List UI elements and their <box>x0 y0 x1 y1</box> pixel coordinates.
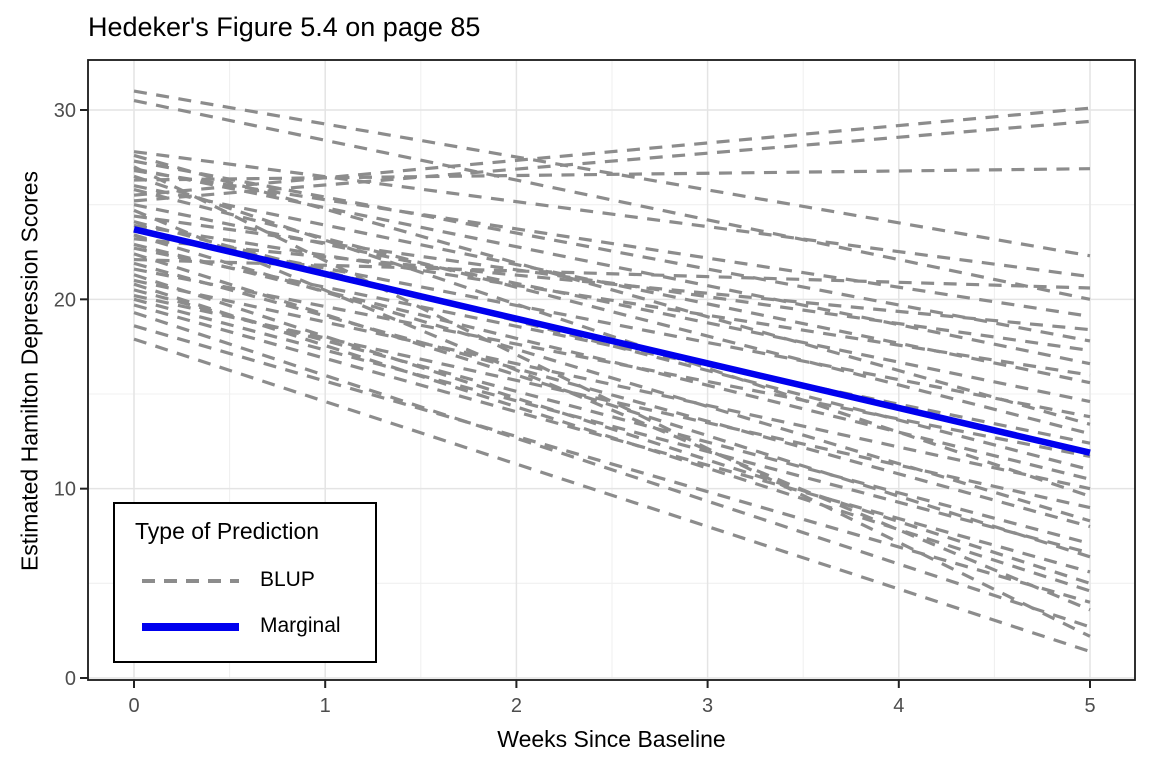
y-axis-title: Estimated Hamilton Depression Scores <box>16 170 43 572</box>
blup-line <box>133 246 1091 445</box>
blup-line <box>133 150 1091 279</box>
panel-border <box>87 59 1136 681</box>
blup-line <box>133 311 1091 629</box>
blup-line <box>133 169 1091 318</box>
y-tick-label: 20 <box>54 289 76 311</box>
legend-item-blup: BLUP <box>115 568 379 594</box>
blup-line <box>133 273 1091 585</box>
blup-line <box>133 229 1091 419</box>
blup-line <box>133 187 1091 436</box>
x-tick-label: 4 <box>893 695 904 717</box>
legend-label-marginal: Marginal <box>260 614 341 637</box>
x-tick-label: 3 <box>702 695 713 717</box>
blup-line <box>133 252 1091 559</box>
blup-line <box>133 303 1091 574</box>
y-tick-label: 10 <box>54 479 76 501</box>
blup-line <box>133 267 1091 459</box>
blup-line <box>133 208 1091 612</box>
x-axis-title: Weeks Since Baseline <box>497 726 726 752</box>
blup-dashed-key-line <box>142 579 239 583</box>
y-tick-label: 0 <box>65 668 76 690</box>
blup-line <box>133 242 1091 481</box>
blup-line <box>133 293 1091 510</box>
x-tick-label: 1 <box>320 695 331 717</box>
blup-line <box>133 106 1091 197</box>
blup-line <box>133 167 1091 366</box>
blup-line <box>133 337 1091 654</box>
blup-line <box>133 184 1091 385</box>
chart-title: Hedeker's Figure 5.4 on page 85 <box>88 12 481 42</box>
blup-line <box>133 159 1091 343</box>
blup-line <box>133 324 1091 604</box>
y-tick-label: 30 <box>54 100 76 122</box>
x-tick-label: 5 <box>1084 695 1095 717</box>
legend-label-blup: BLUP <box>260 568 315 591</box>
blup-line <box>133 278 1091 491</box>
x-tick-label: 2 <box>511 695 522 717</box>
legend-title: Type of Prediction <box>135 518 320 544</box>
blup-line <box>133 223 1091 377</box>
blup-line <box>133 119 1091 203</box>
x-tick-label: 0 <box>128 695 139 717</box>
marginal-solid-key-line <box>142 623 239 631</box>
marginal-line <box>133 226 1091 456</box>
blup-line <box>133 261 1091 529</box>
blup-line <box>133 297 1091 555</box>
blup-line <box>133 165 1091 638</box>
blup-line <box>133 237 1091 332</box>
blup-line <box>133 98 1091 301</box>
legend-box: Type of Prediction BLUP Marginal <box>113 502 377 663</box>
blup-line <box>133 167 1091 182</box>
legend-item-marginal: Marginal <box>115 614 379 640</box>
